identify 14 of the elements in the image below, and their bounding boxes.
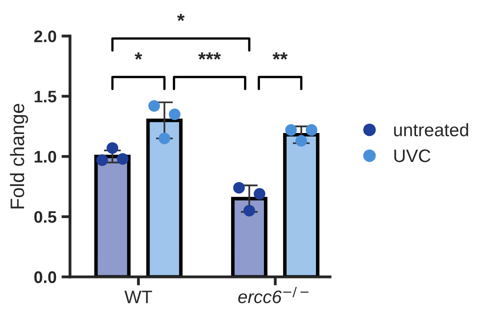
legend-label: UVC — [394, 149, 430, 162]
y-axis-title: Fold change — [10, 104, 28, 208]
annotation: * — [134, 52, 142, 60]
text: * — [177, 14, 185, 22]
annotation: *** — [198, 52, 221, 60]
x-tick-label: ercc6$^{−/−}$ — [238, 286, 308, 304]
y-tick-label: 0.5 — [34, 211, 56, 223]
y-tick-label: 0.0 — [34, 271, 56, 284]
x-tick-label: WT — [124, 290, 152, 304]
annotation: ** — [272, 52, 288, 60]
legend-label: untreated — [394, 123, 468, 136]
y-tick-label: 1.0 — [34, 150, 56, 163]
y-tick-label: 2.0 — [34, 30, 56, 42]
y-tick-label: 1.5 — [34, 90, 56, 102]
